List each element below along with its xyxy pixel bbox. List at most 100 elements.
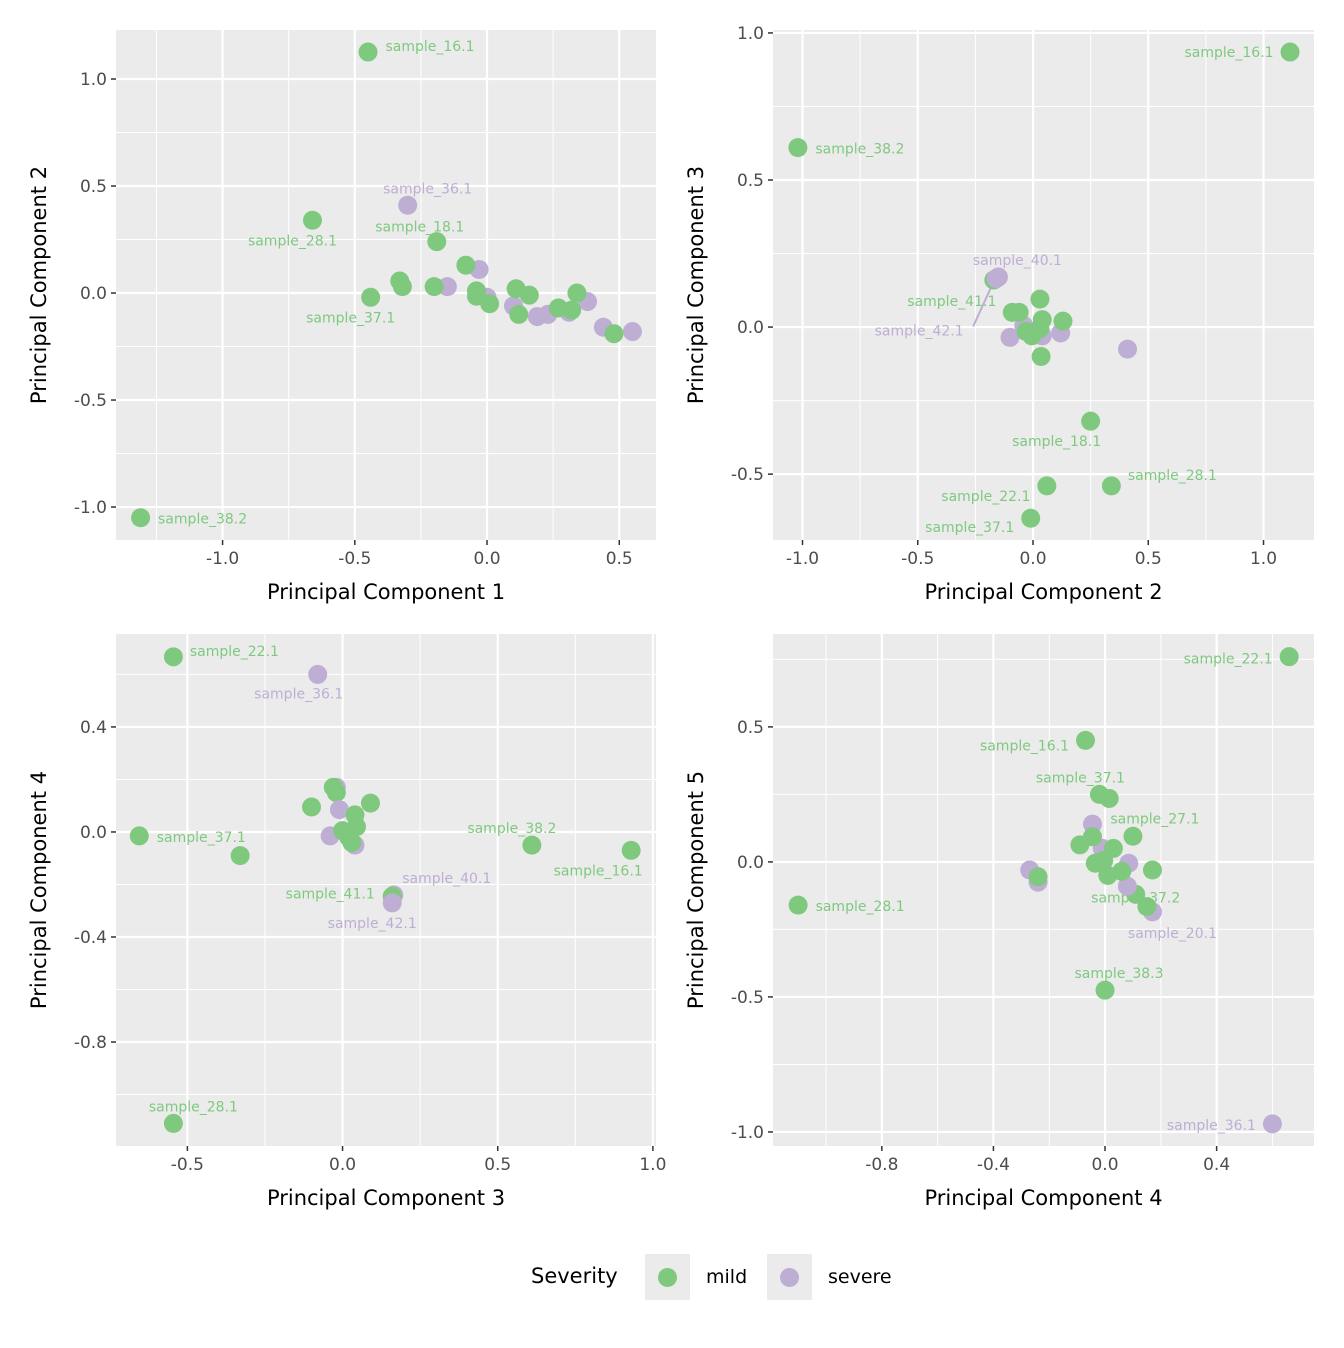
point-label: sample_22.1 xyxy=(941,489,1030,505)
data-point-mild xyxy=(163,1113,183,1133)
data-point-mild xyxy=(302,210,322,230)
y-tick-label: -0.8 xyxy=(74,1033,107,1053)
point-label: sample_28.1 xyxy=(149,1099,238,1115)
y-tick-label: 1.0 xyxy=(737,24,764,44)
panel-background xyxy=(773,634,1314,1146)
x-tick-label: 0.4 xyxy=(1203,1155,1230,1175)
data-point-severe xyxy=(988,267,1008,287)
point-label: sample_37.1 xyxy=(306,310,395,326)
data-point-mild xyxy=(392,277,412,297)
data-point-mild xyxy=(562,300,582,320)
data-point-mild xyxy=(163,647,183,667)
data-point-severe xyxy=(1118,339,1138,359)
data-point-mild xyxy=(360,793,380,813)
data-point-severe xyxy=(1000,327,1020,347)
data-point-mild xyxy=(1137,896,1157,916)
data-point-mild xyxy=(604,324,624,344)
data-point-mild xyxy=(522,835,542,855)
data-point-mild xyxy=(1021,508,1041,528)
data-point-severe xyxy=(437,277,457,297)
data-point-mild xyxy=(424,277,444,297)
data-point-mild xyxy=(1112,861,1132,881)
data-point-severe xyxy=(1262,1114,1282,1134)
legend-swatch-mild xyxy=(658,1268,677,1287)
data-point-mild xyxy=(1037,476,1057,496)
y-axis-title: Principal Component 5 xyxy=(684,771,708,1009)
legend-swatch-severe xyxy=(780,1268,799,1287)
data-point-mild xyxy=(1053,311,1073,331)
point-label: sample_38.2 xyxy=(467,821,556,837)
data-point-severe xyxy=(622,322,642,342)
data-point-mild xyxy=(788,138,808,158)
x-axis-title: Principal Component 4 xyxy=(924,1186,1162,1210)
y-tick-label: -1.0 xyxy=(731,1123,764,1143)
y-tick-label: 0.5 xyxy=(737,171,764,191)
data-point-mild xyxy=(567,283,587,303)
y-tick-label: 0.0 xyxy=(737,853,764,873)
y-tick-label: 0.0 xyxy=(80,823,107,843)
point-label: sample_38.2 xyxy=(158,512,247,528)
data-point-severe xyxy=(308,664,328,684)
data-point-mild xyxy=(347,817,367,837)
y-tick-label: -0.5 xyxy=(731,988,764,1008)
point-label: sample_37.1 xyxy=(925,520,1014,536)
data-point-mild xyxy=(230,846,250,866)
x-axis-title: Principal Component 2 xyxy=(924,580,1162,604)
y-tick-label: 0.0 xyxy=(80,284,107,304)
data-point-mild xyxy=(1075,730,1095,750)
y-axis-title: Principal Component 2 xyxy=(27,166,51,404)
data-point-mild xyxy=(788,895,808,915)
point-label: sample_27.1 xyxy=(1110,811,1199,827)
x-axis-title: Principal Component 1 xyxy=(267,580,505,604)
data-point-mild xyxy=(302,797,322,817)
data-point-mild xyxy=(1031,346,1051,366)
point-label: sample_18.1 xyxy=(375,220,464,236)
y-tick-label: -0.5 xyxy=(731,465,764,485)
x-axis-title: Principal Component 3 xyxy=(267,1186,505,1210)
y-axis-title: Principal Component 3 xyxy=(684,166,708,404)
panel-3: -0.5 0.0 0.5 1.0 -0.8 -0.4 0.0 0.4 Principal Com… xyxy=(27,634,666,1210)
data-point-mild xyxy=(456,255,476,275)
point-label: sample_36.1 xyxy=(1167,1118,1256,1134)
point-label: sample_37.1 xyxy=(1036,770,1125,786)
legend: Severity mild severe xyxy=(0,1254,1344,1300)
data-point-mild xyxy=(427,232,447,252)
point-label: sample_38.2 xyxy=(815,142,904,158)
panel-background xyxy=(773,30,1314,540)
data-point-mild xyxy=(1094,851,1114,871)
point-label: sample_36.1 xyxy=(254,686,343,702)
x-tick-label: 1.0 xyxy=(1250,549,1277,569)
data-point-severe xyxy=(382,893,402,913)
data-point-mild xyxy=(358,42,378,62)
point-label: sample_37.1 xyxy=(157,830,246,846)
data-point-mild xyxy=(1123,826,1143,846)
data-point-mild xyxy=(1095,980,1115,1000)
data-point-mild xyxy=(131,508,151,528)
panel-background xyxy=(116,30,656,540)
x-tick-label: -0.5 xyxy=(901,549,934,569)
point-label: sample_42.1 xyxy=(328,916,417,932)
data-point-severe xyxy=(1117,876,1137,896)
data-point-mild xyxy=(621,840,641,860)
point-label: sample_38.3 xyxy=(1074,966,1163,982)
x-tick-label: -1.0 xyxy=(206,549,239,569)
data-point-mild xyxy=(326,783,346,803)
x-tick-label: -0.5 xyxy=(171,1155,204,1175)
data-point-mild xyxy=(1082,827,1102,847)
data-point-mild xyxy=(1280,42,1300,62)
data-point-mild xyxy=(1101,476,1121,496)
panel-2: -1.0 -0.5 0.0 0.5 1.0 -0.5 0.0 0.5 1.0 Principal … xyxy=(684,24,1314,604)
data-point-mild xyxy=(129,826,149,846)
x-tick-label: 0.5 xyxy=(484,1155,511,1175)
point-label: sample_16.1 xyxy=(554,863,643,879)
x-tick-label: 0.0 xyxy=(473,549,500,569)
y-tick-label: 0.5 xyxy=(80,177,107,197)
data-point-mild xyxy=(1009,302,1029,322)
point-label: sample_22.1 xyxy=(1184,652,1273,668)
data-point-mild xyxy=(1028,867,1048,887)
point-label: sample_41.1 xyxy=(286,886,375,902)
x-tick-label: -0.5 xyxy=(338,549,371,569)
panel-1: -1.0 -0.5 0.0 0.5 -1.0 -0.5 0.0 0.5 1.0 Principal… xyxy=(27,30,656,604)
data-point-mild xyxy=(342,832,362,852)
